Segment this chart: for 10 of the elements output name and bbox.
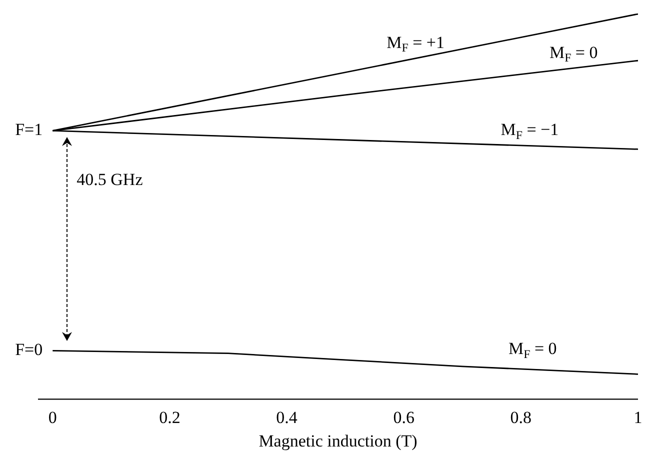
x-axis-title: Magnetic induction (T) <box>258 431 418 450</box>
x-tick-label: 0 <box>48 408 57 427</box>
x-tick-label: 0.2 <box>159 408 180 427</box>
annotation: F=0 <box>15 340 43 360</box>
annotation: F=1 <box>15 120 43 140</box>
x-tick-label: 0.6 <box>393 408 414 427</box>
annotation: 40.5 GHz <box>76 170 144 190</box>
x-tick-label: 0.4 <box>276 408 298 427</box>
x-tick-label: 0.8 <box>510 408 532 427</box>
x-tick-label: 1 <box>634 408 642 427</box>
